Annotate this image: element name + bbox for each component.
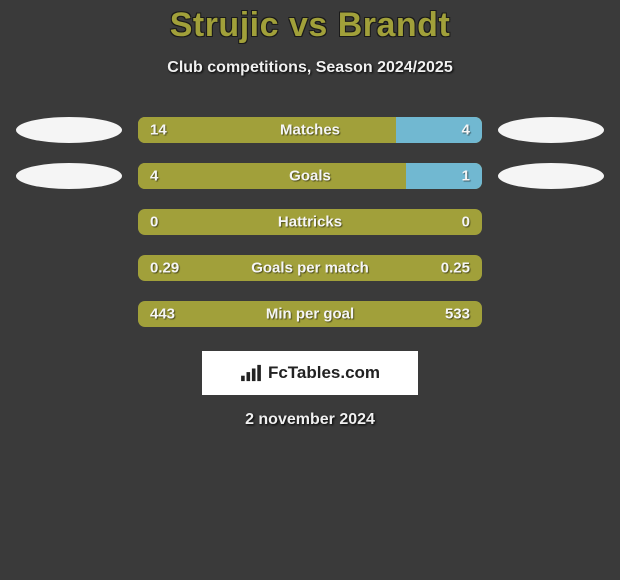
brand-text: FcTables.com [268, 363, 380, 383]
stat-row: 14Matches4 [0, 117, 620, 143]
bar-left-segment [138, 117, 396, 143]
left-ellipse-col [0, 163, 138, 189]
stat-row: 0Hattricks0 [0, 209, 620, 235]
bars-icon [240, 364, 262, 382]
player-ellipse-left [16, 117, 122, 143]
player-ellipse-left [16, 163, 122, 189]
right-ellipse-col [482, 163, 620, 189]
subtitle: Club competitions, Season 2024/2025 [0, 59, 620, 77]
comparison-infographic: Strujic vs Brandt Club competitions, Sea… [0, 0, 620, 429]
player-ellipse-right [498, 117, 604, 143]
left-ellipse-col [0, 117, 138, 143]
stat-bar: 0Hattricks0 [138, 209, 482, 235]
stat-row: 443Min per goal533 [0, 301, 620, 327]
bar-left-segment [138, 163, 406, 189]
stat-bar: 0.29Goals per match0.25 [138, 255, 482, 281]
date-text: 2 november 2024 [0, 411, 620, 429]
bar-right-segment [406, 163, 482, 189]
page-title: Strujic vs Brandt [0, 6, 620, 45]
stat-bar: 443Min per goal533 [138, 301, 482, 327]
bar-right-segment [396, 117, 482, 143]
stat-bar: 14Matches4 [138, 117, 482, 143]
stat-row: 4Goals1 [0, 163, 620, 189]
stat-bar: 4Goals1 [138, 163, 482, 189]
stats-rows: 14Matches4 4Goals1 0Hattricks0 0.29Goals pe… [0, 117, 620, 327]
stat-row: 0.29Goals per match0.25 [0, 255, 620, 281]
brand-box: FcTables.com [202, 351, 418, 395]
right-ellipse-col [482, 117, 620, 143]
bar-full-segment [138, 255, 482, 281]
bar-full-segment [138, 301, 482, 327]
player-ellipse-right [498, 163, 604, 189]
bar-full-segment [138, 209, 482, 235]
